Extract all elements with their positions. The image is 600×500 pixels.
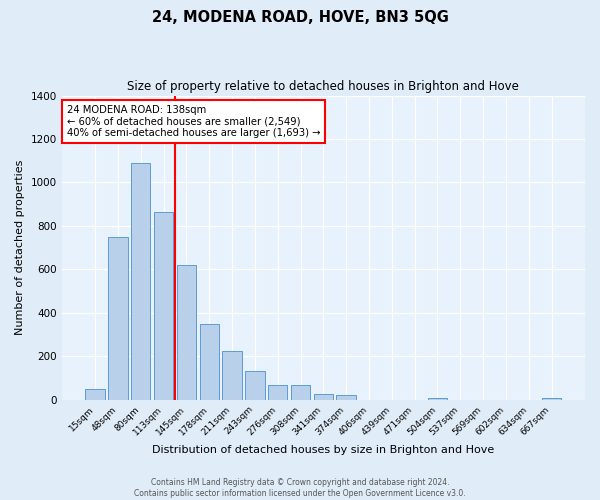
Bar bbox=[268, 384, 287, 400]
Bar bbox=[428, 398, 447, 400]
Bar bbox=[542, 398, 561, 400]
Text: 24, MODENA ROAD, HOVE, BN3 5QG: 24, MODENA ROAD, HOVE, BN3 5QG bbox=[152, 10, 448, 25]
Bar bbox=[223, 351, 242, 400]
X-axis label: Distribution of detached houses by size in Brighton and Hove: Distribution of detached houses by size … bbox=[152, 445, 494, 455]
Text: 24 MODENA ROAD: 138sqm
← 60% of detached houses are smaller (2,549)
40% of semi-: 24 MODENA ROAD: 138sqm ← 60% of detached… bbox=[67, 104, 320, 138]
Bar bbox=[337, 396, 356, 400]
Bar bbox=[291, 384, 310, 400]
Bar bbox=[85, 389, 105, 400]
Bar bbox=[108, 237, 128, 400]
Bar bbox=[314, 394, 333, 400]
Text: Contains HM Land Registry data © Crown copyright and database right 2024.
Contai: Contains HM Land Registry data © Crown c… bbox=[134, 478, 466, 498]
Y-axis label: Number of detached properties: Number of detached properties bbox=[15, 160, 25, 336]
Title: Size of property relative to detached houses in Brighton and Hove: Size of property relative to detached ho… bbox=[127, 80, 519, 93]
Bar bbox=[177, 265, 196, 400]
Bar bbox=[200, 324, 219, 400]
Bar bbox=[245, 372, 265, 400]
Bar bbox=[131, 163, 151, 400]
Bar bbox=[154, 212, 173, 400]
